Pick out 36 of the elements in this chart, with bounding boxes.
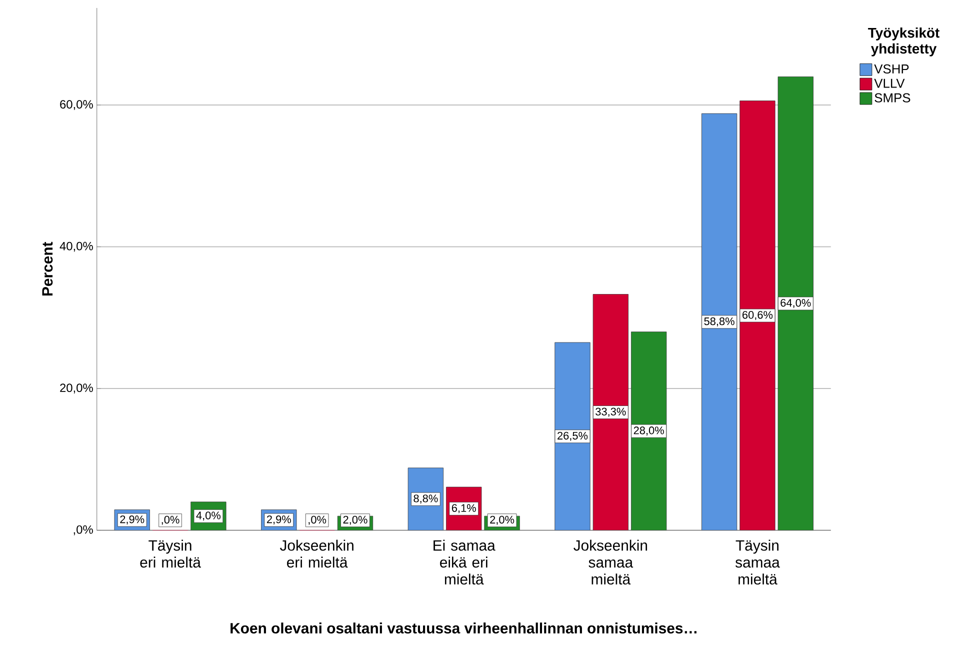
x-tick-label: Ei samaa eikä eri mieltä [434,540,496,584]
bar [701,113,738,530]
data-label: ,0% [162,516,180,525]
data-label: ,0% [308,516,326,525]
x-tick-label: Täysin samaa mieltä [735,540,780,584]
bar [778,76,814,530]
data-label: 64,0% [780,298,811,308]
bar [631,332,667,530]
x-tick-label: Jokseenkin samaa mieltä [574,540,648,584]
data-label: 33,3% [596,408,626,417]
y-tick-label: 60,0% [60,100,93,110]
data-label: 2,0% [343,516,368,525]
data-label: 28,0% [634,426,664,436]
bar [740,100,776,530]
y-tick-label: 40,0% [60,242,93,252]
legend-title: Työyksiköt yhdistetty [868,27,940,56]
y-tick-label: 20,0% [60,384,93,394]
legend-label: VLLV [874,78,905,88]
y-axis-title: Percent [42,242,53,296]
legend-label: SMPS [874,93,910,102]
data-label: 2,9% [120,515,144,524]
data-label: 6,1% [452,504,476,514]
legend-label: VSHP [874,64,909,74]
data-label: 2,9% [266,515,291,524]
y-tick-label: ,0% [74,525,93,536]
bar [592,294,628,530]
data-label: 4,0% [196,512,221,521]
data-label: 58,8% [704,317,734,326]
bar [554,342,590,530]
x-tick-label: Täysin eri mieltä [140,540,201,568]
x-tick-label: Jokseenkin eri mieltä [280,540,354,568]
data-label: 8,8% [414,494,438,504]
data-label: 2,0% [490,516,514,525]
x-axis-title: Koen olevani osaltani vastuussa virheenhallinnan onnistumises… [230,622,696,634]
data-label: 26,5% [558,432,588,441]
data-label: 60,6% [742,310,773,320]
